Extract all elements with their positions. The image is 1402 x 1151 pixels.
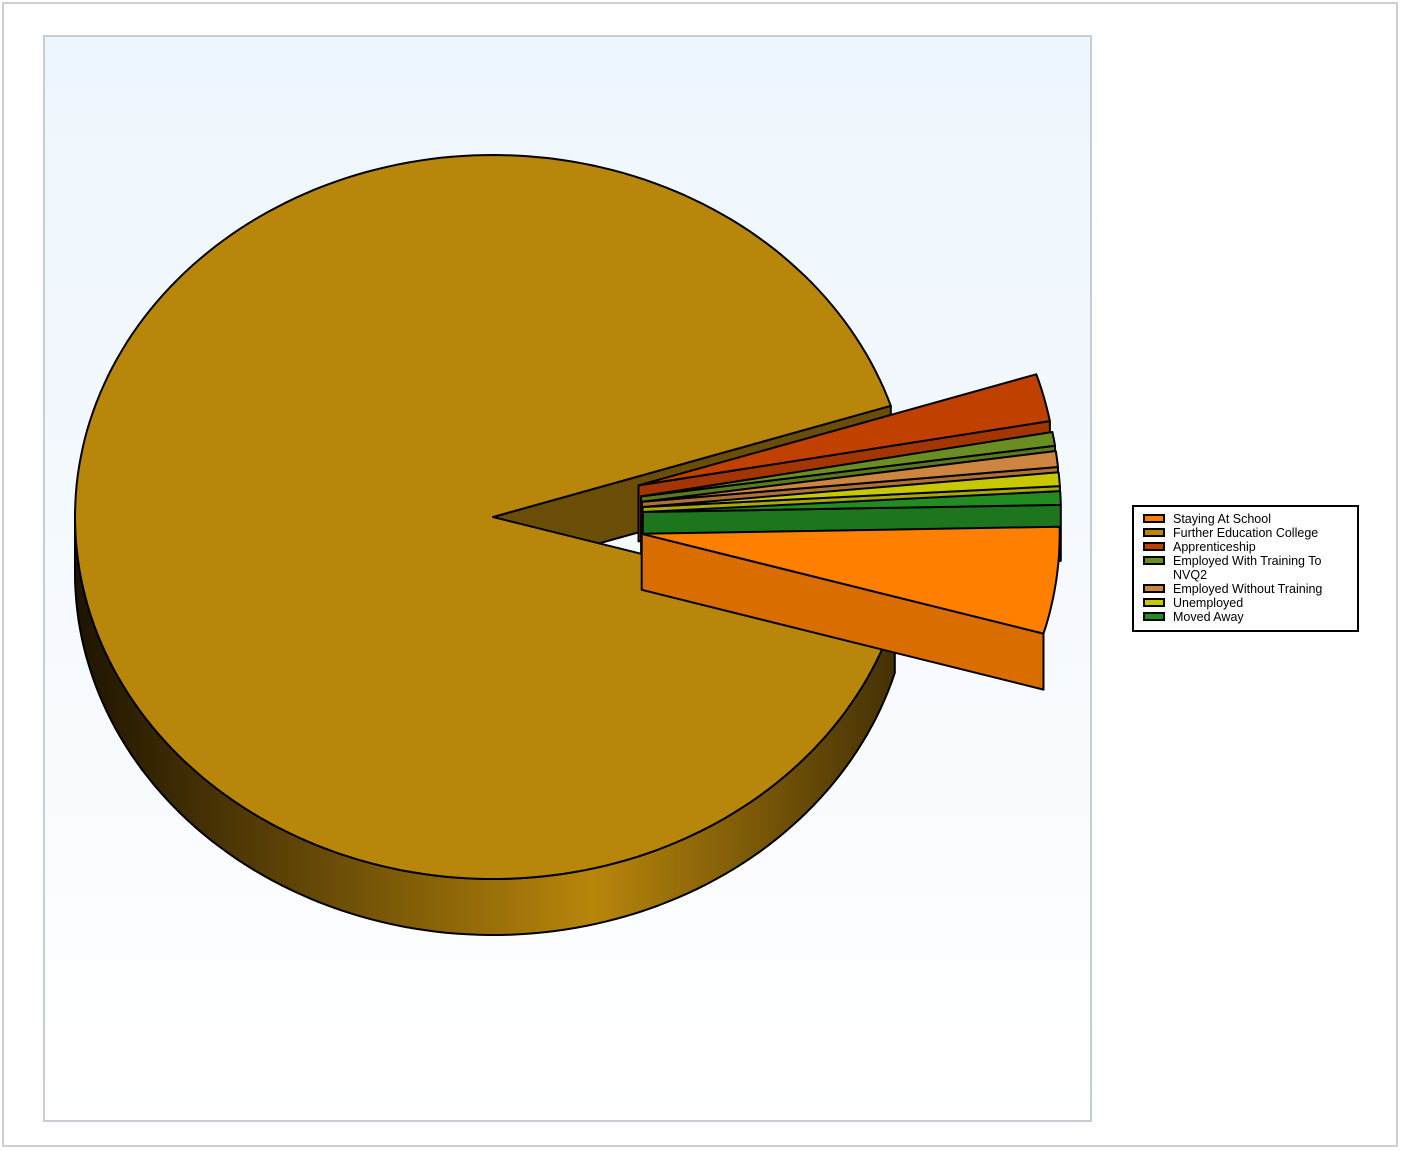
legend-swatch: [1143, 542, 1165, 551]
legend-label: Apprenticeship: [1173, 540, 1256, 554]
pie-top-face: [74, 154, 896, 880]
legend-item-staying-at-school: Staying At School: [1143, 512, 1351, 526]
legend-item-apprenticeship: Apprenticeship: [1143, 540, 1351, 554]
pie-top-face: [640, 525, 1061, 635]
legend-label: Staying At School: [1173, 512, 1271, 526]
legend-label: Moved Away: [1173, 610, 1244, 624]
pie-top-face: [641, 490, 1062, 513]
legend-label: Unemployed: [1173, 596, 1244, 610]
legend-item-unemployed: Unemployed: [1143, 596, 1351, 610]
legend-item-employed-without-training: Employed Without Training: [1143, 582, 1351, 596]
pie-top-face: [637, 373, 1051, 487]
legend-item-employed-with-training-to-nvq2: Employed With Training To NVQ2: [1143, 554, 1351, 582]
legend-label: Employed With Training To NVQ2: [1173, 554, 1322, 582]
pie-top-face: [640, 431, 1056, 498]
legend-item-further-education-college: Further Education College: [1143, 526, 1351, 540]
legend-swatch: [1143, 584, 1165, 593]
legend-swatch: [1143, 556, 1165, 565]
legend: Staying At School Further Education Colle…: [1132, 505, 1359, 632]
legend-label: Further Education College: [1173, 526, 1319, 540]
legend-swatch: [1143, 514, 1165, 523]
legend-swatch: [1143, 598, 1165, 607]
legend-swatch: [1143, 528, 1165, 537]
legend-swatch: [1143, 612, 1165, 621]
legend-label: Employed Without Training: [1173, 582, 1323, 596]
legend-item-moved-away: Moved Away: [1143, 610, 1351, 624]
pie-top-face: [641, 471, 1061, 508]
pie-slice-staying-at-school: [640, 525, 1061, 691]
pie-top-face: [641, 450, 1059, 503]
